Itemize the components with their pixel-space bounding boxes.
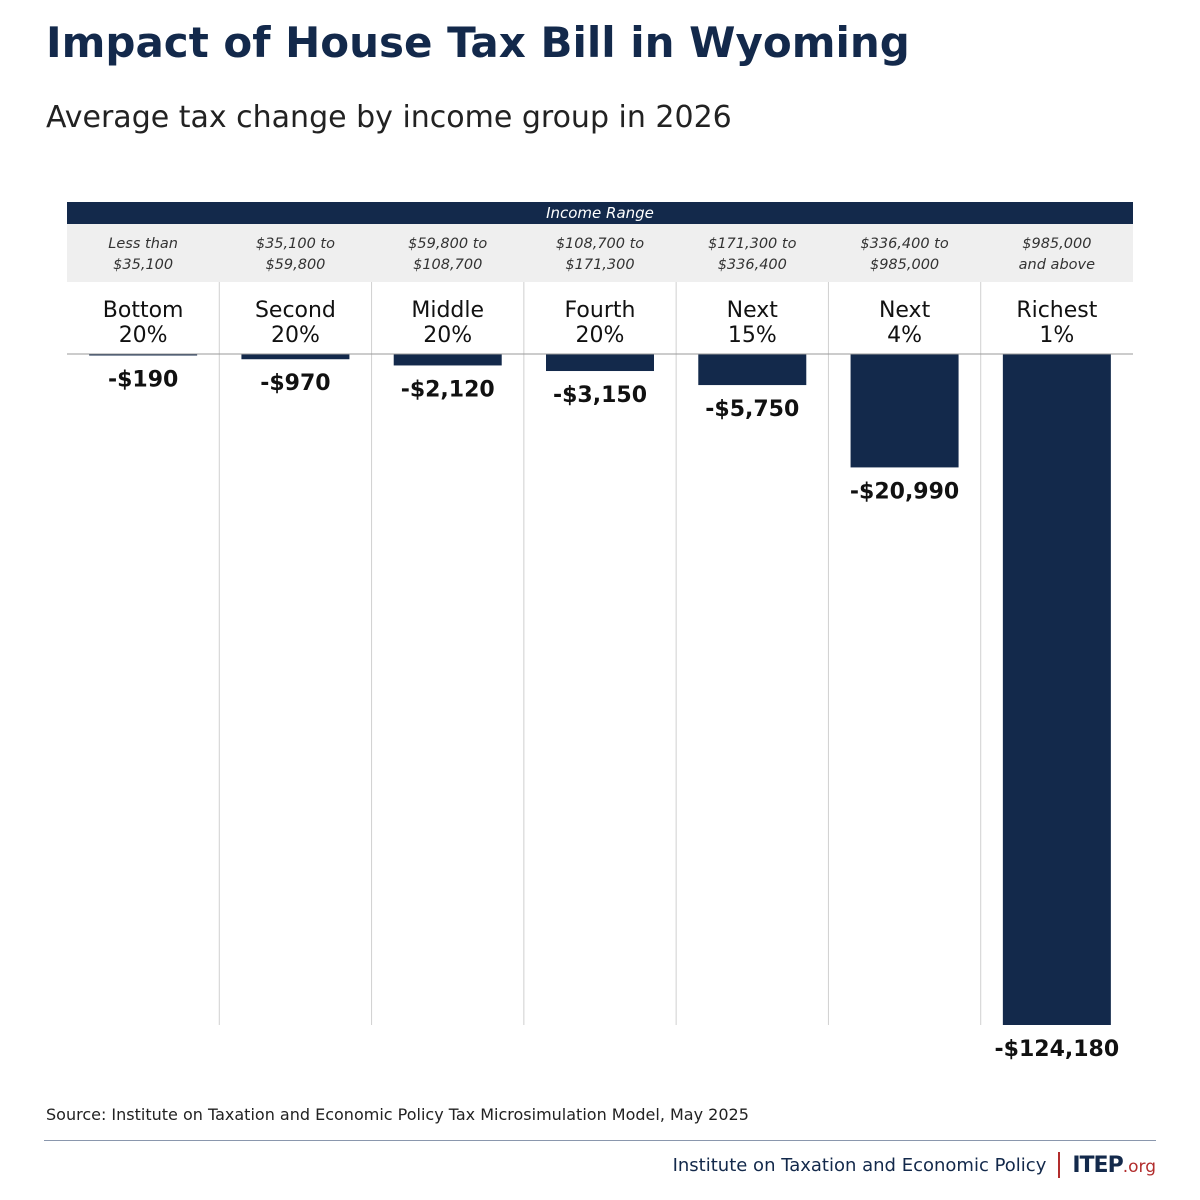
bar <box>698 354 807 386</box>
income-range-label: Less than <box>108 236 178 252</box>
footer: Institute on Taxation and Economic Polic… <box>673 1152 1156 1178</box>
income-range-label: $108,700 <box>413 257 482 273</box>
category-label: Next <box>879 298 931 323</box>
category-label: Fourth <box>565 298 636 323</box>
bar <box>89 354 198 356</box>
category-label: Bottom <box>103 298 184 323</box>
category-label: 20% <box>423 323 472 348</box>
income-range-label: $171,300 <box>565 257 634 273</box>
income-range-label: $59,800 <box>265 257 325 273</box>
footer-separator <box>1058 1152 1061 1178</box>
category-label: Middle <box>411 298 484 323</box>
category-label: 4% <box>887 323 922 348</box>
value-label: -$970 <box>260 371 330 396</box>
source-note: Source: Institute on Taxation and Econom… <box>46 1105 749 1124</box>
category-label: Next <box>727 298 779 323</box>
category-label: 20% <box>271 323 320 348</box>
logo-suffix: .org <box>1122 1156 1156 1177</box>
income-range-label: $985,000 <box>1022 236 1091 252</box>
bar <box>1002 354 1111 1025</box>
bar <box>393 354 502 366</box>
income-range-label: $336,400 <box>718 257 787 273</box>
value-label: -$3,150 <box>553 383 647 408</box>
logo-main: ITEP <box>1072 1152 1123 1178</box>
income-range-strip <box>67 224 1133 282</box>
income-range-label: $59,800 to <box>408 236 487 252</box>
value-label: -$2,120 <box>401 377 495 402</box>
category-label: Second <box>255 298 336 323</box>
category-label: 20% <box>576 323 625 348</box>
value-label: -$5,750 <box>705 397 799 422</box>
bar <box>546 354 654 372</box>
income-range-label: $35,100 to <box>256 236 335 252</box>
bar <box>241 354 350 360</box>
value-label: -$190 <box>108 368 178 393</box>
income-range-label: $985,000 <box>870 257 939 273</box>
value-label: -$20,990 <box>850 479 959 504</box>
bar <box>850 354 959 468</box>
category-label: Richest <box>1016 298 1097 323</box>
income-range-label: $171,300 to <box>708 236 796 252</box>
itep-logo[interactable]: ITEP.org <box>1072 1153 1156 1178</box>
category-label: 20% <box>119 323 168 348</box>
income-range-label: $108,700 to <box>556 236 644 252</box>
chart-title: Impact of House Tax Bill in Wyoming <box>46 18 910 67</box>
income-range-label: $35,100 <box>113 257 173 273</box>
chart-subtitle: Average tax change by income group in 20… <box>46 100 732 135</box>
footer-divider <box>44 1140 1156 1141</box>
income-range-header: Income Range <box>67 202 1133 224</box>
category-label: 15% <box>728 323 777 348</box>
value-label: -$124,180 <box>995 1037 1120 1062</box>
category-label: 1% <box>1039 323 1074 348</box>
footer-org-name: Institute on Taxation and Economic Polic… <box>672 1154 1047 1176</box>
income-range-label: $336,400 to <box>860 236 948 252</box>
income-range-label: and above <box>1019 257 1095 273</box>
